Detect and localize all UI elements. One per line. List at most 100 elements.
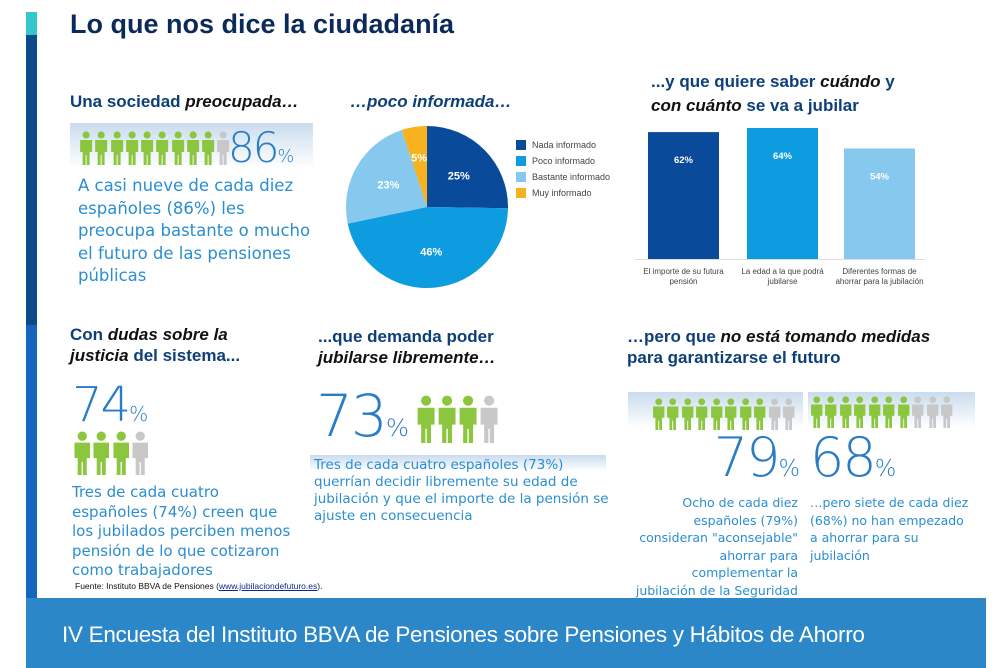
person-icon-filled: [171, 131, 184, 165]
person-icon-filled: [438, 395, 456, 443]
legend-item: Poco informado: [516, 156, 610, 166]
section2-heading: …poco informada…: [350, 92, 512, 111]
person-icon-filled: [754, 398, 766, 430]
person-icon-filled: [653, 398, 665, 430]
section3-heading: ...y que quiere saber cuándo y con cuánt…: [651, 72, 895, 115]
source-link[interactable]: www.jubilaciondefuturo.es: [218, 581, 318, 591]
accent-bar-teal: [26, 12, 37, 35]
person-icon-filled: [141, 131, 154, 165]
person-icon-filled: [459, 395, 477, 443]
person-icon-filled: [825, 396, 837, 428]
bar-data-label: 62%: [674, 155, 694, 166]
stat-79: 79%: [713, 426, 800, 489]
legend-item: Bastante informado: [516, 172, 610, 182]
person-icon-empty: [926, 396, 938, 428]
person-icon-filled: [897, 396, 909, 428]
section1-heading: Una sociedad preocupada…: [70, 92, 299, 111]
person-icon-filled: [739, 398, 751, 430]
footer-bar: IV Encuesta del Instituto BBVA de Pensio…: [26, 598, 986, 668]
pie-data-label: 5%: [411, 152, 427, 164]
legend-label: Nada informado: [532, 140, 597, 150]
legend-label: Muy informado: [532, 188, 592, 198]
person-icon-filled: [854, 396, 866, 428]
bar-chart: 62% 64% 54%: [635, 128, 925, 260]
footer-title: IV Encuesta del Instituto BBVA de Pensio…: [62, 622, 865, 647]
people-icons: [652, 398, 795, 430]
pie-slice: [347, 207, 508, 288]
bar-category-label: La edad a la que podrá jubilarse: [741, 267, 824, 286]
bar: [844, 148, 915, 259]
legend-label: Bastante informado: [532, 172, 611, 182]
section1-text: A casi nueve de cada diez españoles (86%…: [78, 176, 311, 285]
person-icon-filled: [417, 395, 435, 443]
legend-swatch: [516, 156, 526, 166]
person-icon-filled: [710, 398, 723, 430]
legend-swatch: [516, 172, 526, 182]
source-note: Fuente: Instituto BBVA de Pensiones (www…: [75, 581, 323, 591]
pie-slice: [427, 126, 508, 209]
bar-data-label: 64%: [773, 151, 793, 162]
section4-text: Tres de cada cuatro españoles (74%) cree…: [72, 483, 291, 579]
bar-category-labels: El importe de su futura pensión La edad a…: [630, 267, 930, 291]
bar: [648, 132, 719, 259]
stat-73: 73%: [316, 382, 409, 450]
bar: [747, 128, 818, 259]
bar-category-label: Diferentes formas de ahorrar para la jub…: [835, 267, 924, 286]
section5-panel: [310, 455, 606, 471]
person-icon-empty: [941, 396, 953, 428]
person-icon-filled: [696, 398, 708, 430]
stat-86: 86%: [228, 123, 295, 172]
bar-category-label: El importe de su futura pensión: [643, 267, 724, 286]
pie-data-label: 25%: [448, 171, 470, 183]
person-icon-empty: [217, 131, 230, 165]
legend-item: Muy informado: [516, 188, 610, 198]
person-icon-filled: [681, 398, 694, 430]
pie-slice: [401, 126, 427, 207]
stat-74: 74%: [72, 377, 149, 433]
legend-swatch: [516, 140, 526, 150]
person-icon-empty: [912, 396, 924, 428]
section6-right-text: …pero siete de cada diez (68%) no han em…: [810, 495, 969, 563]
person-icon-filled: [839, 396, 852, 428]
accent-bar-dark: [26, 35, 37, 325]
pie-slice: [346, 130, 427, 224]
person-icon-empty: [481, 395, 499, 443]
pie-chart: 25% 46% 23% 5%: [346, 126, 508, 288]
section5-text: Tres de cada cuatro españoles (73%) quer…: [314, 457, 609, 524]
people-icons: [73, 431, 150, 475]
people-icons: [810, 396, 953, 428]
person-icon-filled: [186, 131, 199, 165]
section6-heading: …pero que no está tomando medidas para ga…: [627, 327, 931, 367]
pie-legend: Nada informado Poco informado Bastante inf…: [516, 140, 610, 204]
person-icon-filled: [113, 431, 129, 475]
person-icon-filled: [202, 131, 215, 165]
page-title: Lo que nos dice la ciudadanía: [70, 9, 455, 39]
person-icon-filled: [811, 396, 823, 428]
person-icon-empty: [783, 398, 795, 430]
pie-data-label: 46%: [420, 246, 442, 258]
accent-bar-mid: [26, 325, 37, 598]
person-icon-filled: [80, 131, 93, 165]
person-icon-filled: [125, 131, 138, 165]
person-icon-filled: [156, 131, 169, 165]
person-icon-filled: [110, 131, 123, 165]
person-icon-filled: [74, 431, 90, 475]
people-icons: [79, 131, 231, 165]
people-icons: [416, 395, 500, 443]
person-icon-filled: [667, 398, 679, 430]
legend-item: Nada informado: [516, 140, 610, 150]
person-icon-empty: [768, 398, 780, 430]
legend-label: Poco informado: [532, 156, 596, 166]
pie-data-label: 23%: [377, 180, 399, 192]
person-icon-filled: [93, 431, 110, 475]
person-icon-filled: [868, 396, 881, 428]
person-icon-filled: [95, 131, 108, 165]
person-icon-filled: [883, 396, 895, 428]
person-icon-filled: [725, 398, 737, 430]
section4-heading: Con dudas sobre la justicia del sistema..…: [70, 325, 241, 365]
legend-swatch: [516, 188, 526, 198]
section5-heading: ...que demanda poder jubilarse libremente…: [318, 327, 496, 367]
bar-data-label: 54%: [870, 171, 890, 182]
stat-68: 68%: [810, 426, 897, 489]
